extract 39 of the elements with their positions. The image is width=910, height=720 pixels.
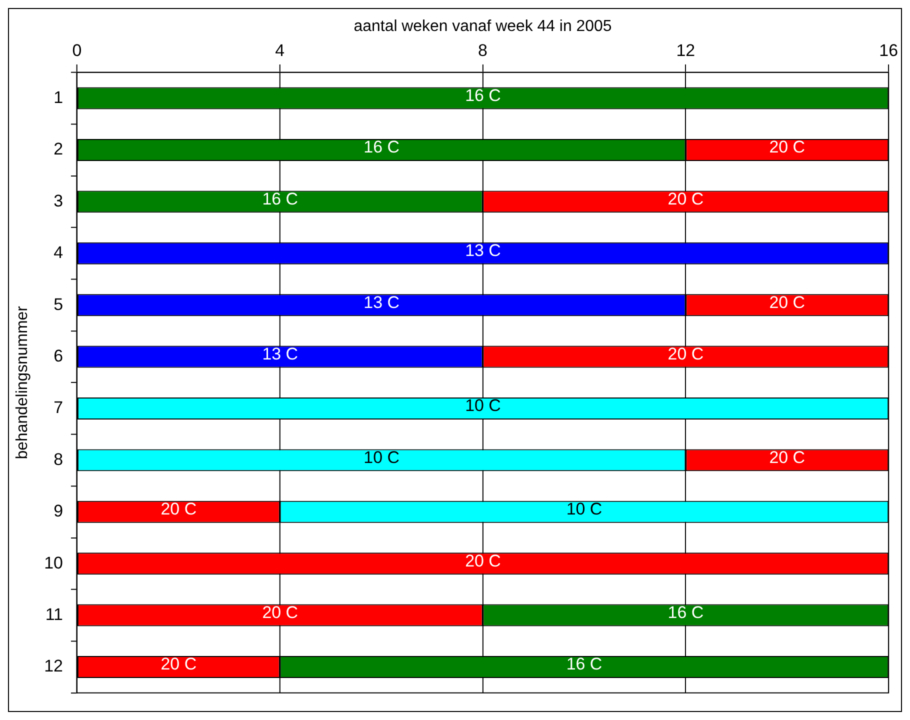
x-tick-label: 8	[478, 40, 488, 60]
y-tick-label: 3	[54, 191, 63, 210]
text: 16 C	[566, 654, 602, 674]
text: 20 C	[262, 602, 298, 622]
x-tick-label: 16	[879, 40, 898, 60]
y-tick-label: 12	[44, 656, 63, 676]
y-tick-label: 1	[54, 88, 63, 107]
text: 13 C	[262, 344, 298, 364]
y-tick-label: 2	[54, 140, 63, 159]
text: 20 C	[668, 344, 704, 364]
y-tick-label: 6	[54, 346, 63, 366]
y-tick-label: 7	[54, 398, 63, 418]
y-axis-title: behandelingsnummer	[14, 305, 31, 460]
text: 16 C	[668, 602, 704, 622]
text: 20 C	[160, 654, 197, 674]
text: 20 C	[160, 500, 197, 519]
y-tick-label: 4	[54, 243, 63, 262]
text: 16 C	[465, 86, 501, 105]
series-label: 16 C	[262, 189, 298, 208]
text: 16 C	[364, 138, 400, 157]
text: 10 C	[566, 500, 602, 519]
text: 20 C	[769, 448, 806, 467]
y-tick-label: 11	[45, 604, 63, 624]
text: 20 C	[769, 138, 806, 157]
x-tick-label: 12	[676, 40, 696, 60]
series-label: 20 C	[668, 189, 704, 208]
y-tick-label: 10	[44, 553, 63, 572]
text: 13 C	[364, 292, 400, 312]
x-tick-label: 4	[275, 40, 285, 60]
series-label: 13 C	[465, 241, 501, 260]
x-tick-label: 0	[72, 40, 82, 60]
text: 10 C	[364, 448, 400, 467]
x-axis-title: aantal weken vanaf week 44 in 2005	[354, 18, 612, 35]
y-tick-label: 5	[54, 294, 63, 314]
y-tick-label: 9	[54, 502, 63, 521]
text: 20 C	[465, 551, 501, 570]
y-tick-label: 8	[54, 450, 63, 469]
series-label: 10 C	[465, 396, 501, 416]
text: 20 C	[769, 292, 806, 312]
